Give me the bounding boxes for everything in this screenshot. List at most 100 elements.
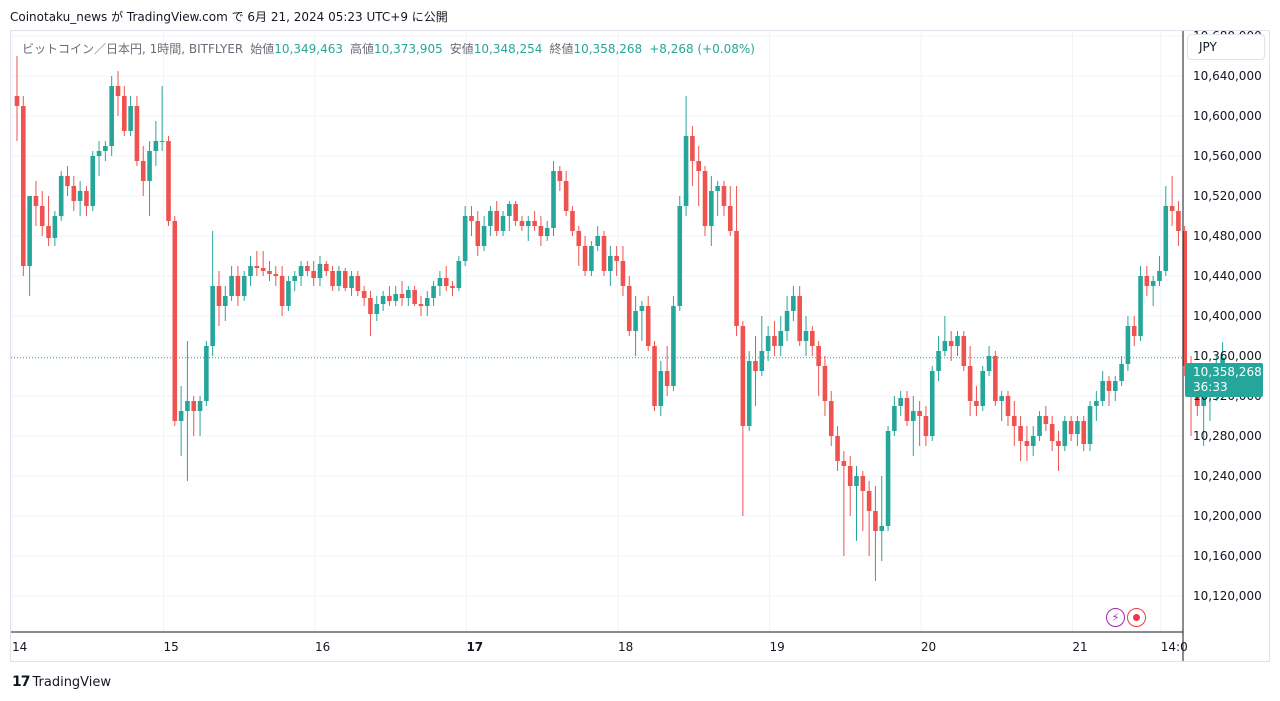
legend-symbol: ビットコイン／日本円, 1時間, BITFLYER (22, 42, 244, 56)
candle (847, 456, 853, 516)
candle-body (986, 356, 992, 371)
candle-body (652, 346, 657, 406)
candle-body (1062, 421, 1068, 446)
candle (1112, 376, 1118, 401)
candle-body (229, 276, 234, 296)
candle-body (90, 156, 96, 206)
candle (980, 366, 986, 411)
legend-close-label: 終値 (549, 42, 574, 56)
candle (475, 211, 481, 256)
candle (1157, 256, 1162, 286)
candle-body (342, 271, 348, 288)
candle-body (355, 276, 361, 291)
candle-body (936, 351, 941, 371)
candle (481, 216, 487, 251)
currency-button[interactable]: JPY (1187, 34, 1265, 60)
candle-body (879, 526, 885, 531)
candle-body (759, 351, 765, 371)
candle (286, 276, 291, 311)
candle-body (33, 196, 39, 206)
candle-body (709, 191, 714, 226)
candle (172, 216, 178, 426)
candle (1176, 201, 1181, 246)
candle (222, 286, 228, 321)
candle-body (147, 151, 152, 181)
candle-body (1056, 441, 1061, 446)
record-icon[interactable] (1127, 608, 1146, 627)
candle (696, 146, 701, 206)
candle-body (380, 296, 386, 304)
candle-body (185, 401, 190, 411)
candle-body (677, 206, 683, 306)
candle-body (323, 264, 329, 271)
candle (999, 391, 1004, 421)
candle (27, 196, 32, 296)
candle (469, 206, 474, 236)
candle-body (204, 346, 209, 401)
candle-body (633, 311, 638, 331)
candle-body (399, 294, 405, 298)
candle (273, 266, 279, 286)
candle (84, 186, 89, 216)
candle-body (418, 304, 424, 306)
candle (1144, 266, 1150, 296)
y-tick-label: 10,160,000 (1193, 549, 1262, 563)
candle (39, 191, 45, 236)
publisher-line: Coinotaku_news が TradingView.com で 6月 21… (10, 10, 448, 24)
candle (854, 466, 859, 541)
lightning-icon[interactable]: ⚡ (1106, 608, 1125, 627)
candle-body (1068, 421, 1074, 434)
candle (791, 286, 796, 321)
candle (576, 226, 582, 266)
candle (803, 316, 809, 356)
candle-body (241, 276, 247, 296)
candle-body (1087, 406, 1093, 444)
candle (254, 251, 260, 276)
candle (1037, 411, 1042, 441)
candle-body (664, 371, 670, 386)
candle (128, 96, 133, 136)
candle-body (658, 371, 664, 406)
candle (323, 261, 329, 276)
candle-body (153, 141, 159, 151)
candle-body (746, 361, 752, 426)
candle (450, 281, 455, 296)
candle (393, 286, 399, 306)
candle-body (797, 296, 802, 341)
candle-body (128, 106, 133, 131)
y-tick-label: 10,640,000 (1193, 69, 1262, 83)
candle (740, 321, 746, 516)
candle (317, 256, 323, 286)
candle (437, 271, 443, 296)
candle (456, 256, 462, 291)
candle (822, 356, 828, 416)
x-tick-label: 15 (163, 640, 178, 654)
candle (948, 331, 954, 361)
candle-body (923, 416, 929, 436)
candle (166, 136, 171, 226)
candle (204, 341, 209, 406)
candle (683, 96, 689, 216)
candle-body (778, 331, 784, 346)
candle-body (1119, 364, 1124, 381)
candle (507, 201, 512, 231)
candle-body (65, 176, 70, 186)
candle-body (860, 476, 866, 491)
candle-body (1037, 416, 1042, 436)
candle (71, 176, 77, 211)
candle-body (317, 264, 323, 278)
candle-body (835, 436, 840, 461)
candle (898, 391, 903, 416)
x-tick-label: 19 (769, 640, 784, 654)
candle-body (1100, 381, 1105, 401)
candle-body (336, 271, 342, 286)
candle (620, 246, 626, 296)
candle (690, 126, 695, 186)
candle (1125, 316, 1131, 371)
candle-body (77, 191, 83, 201)
candle (595, 226, 601, 251)
candle (248, 256, 253, 286)
candle (431, 281, 436, 306)
candle (342, 268, 348, 291)
